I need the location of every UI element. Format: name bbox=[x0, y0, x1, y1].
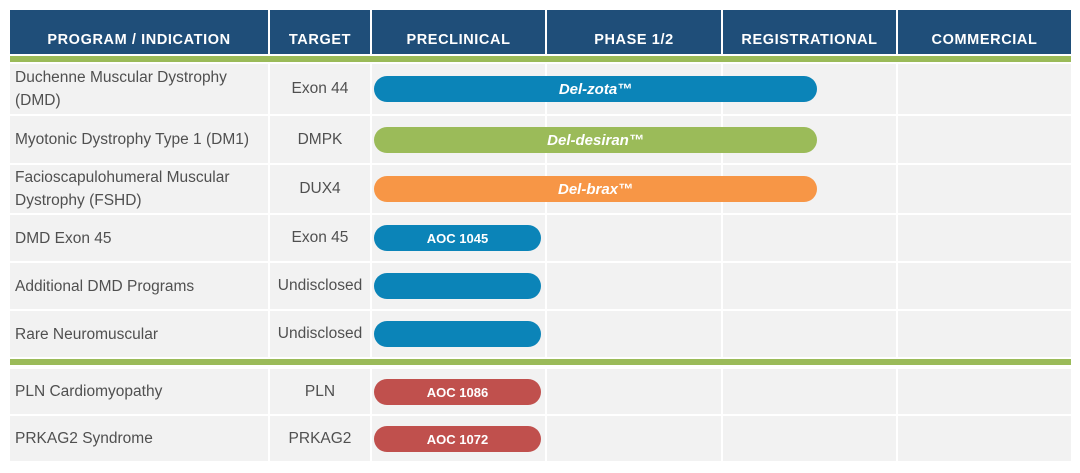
target-label: Undisclosed bbox=[277, 325, 363, 342]
target-label: PRKAG2 bbox=[288, 429, 352, 447]
table-cell bbox=[270, 116, 370, 163]
group-divider-band bbox=[10, 359, 1071, 365]
program-label: PRKAG2 Syndrome bbox=[15, 430, 153, 447]
table-cell bbox=[10, 263, 268, 309]
table-cell bbox=[723, 215, 896, 261]
progress-bar: AOC 1086 bbox=[374, 379, 541, 405]
table-cell bbox=[270, 416, 370, 461]
target-label: DMPK bbox=[297, 130, 343, 148]
table-cell bbox=[270, 64, 370, 114]
table-cell bbox=[270, 369, 370, 414]
table-cell bbox=[898, 263, 1071, 309]
table-cell bbox=[10, 416, 268, 461]
target-label: Undisclosed bbox=[277, 277, 363, 294]
table-cell bbox=[547, 416, 721, 461]
table-cell bbox=[898, 369, 1071, 414]
progress-bar bbox=[374, 321, 541, 347]
table-cell bbox=[270, 165, 370, 213]
table-cell bbox=[898, 116, 1071, 163]
progress-bar: Del-brax™ bbox=[374, 176, 817, 202]
table-cell bbox=[723, 311, 896, 357]
table-cell bbox=[898, 165, 1071, 213]
program-label: Additional DMD Programs bbox=[15, 277, 195, 295]
column-header: PROGRAM / INDICATION bbox=[10, 10, 268, 54]
table-cell bbox=[898, 311, 1071, 357]
table-cell bbox=[10, 369, 268, 414]
target-label: PLN bbox=[304, 382, 336, 400]
program-label: Myotonic Dystrophy Type 1 (DM1) bbox=[15, 131, 250, 148]
table-cell bbox=[547, 369, 721, 414]
progress-bar: AOC 1072 bbox=[374, 426, 541, 452]
column-header: TARGET bbox=[270, 10, 370, 54]
program-label: PLN Cardiomyopathy bbox=[15, 383, 163, 400]
column-header: PRECLINICAL bbox=[372, 10, 545, 54]
table-cell bbox=[270, 311, 370, 357]
table-cell bbox=[10, 64, 268, 114]
table-cell bbox=[547, 215, 721, 261]
table-cell bbox=[898, 416, 1071, 461]
table-cell bbox=[547, 311, 721, 357]
table-cell bbox=[898, 64, 1071, 114]
column-header: PHASE 1/2 bbox=[547, 10, 721, 54]
progress-bar: Del-zota™ bbox=[374, 76, 817, 102]
target-label: DUX4 bbox=[299, 180, 341, 197]
table-cell bbox=[10, 215, 268, 261]
column-header: COMMERCIAL bbox=[898, 10, 1071, 54]
table-cell bbox=[723, 416, 896, 461]
table-cell bbox=[10, 165, 268, 213]
program-label: Facioscapulohumeral Muscular Dystrophy (… bbox=[15, 169, 230, 209]
table-cell bbox=[10, 116, 268, 163]
program-label: Rare Neuromuscular bbox=[15, 325, 158, 343]
column-header: REGISTRATIONAL bbox=[723, 10, 896, 54]
progress-bar: Del-desiran™ bbox=[374, 127, 817, 153]
target-label: Exon 44 bbox=[291, 80, 349, 97]
table-cell bbox=[723, 369, 896, 414]
progress-bar bbox=[374, 273, 541, 299]
program-label: Duchenne Muscular Dystrophy (DMD) bbox=[15, 69, 227, 109]
table-cell bbox=[10, 311, 268, 357]
table-cell bbox=[898, 215, 1071, 261]
table-cell bbox=[270, 215, 370, 261]
target-label: Exon 45 bbox=[291, 229, 349, 246]
progress-bar: AOC 1045 bbox=[374, 225, 541, 251]
table-cell bbox=[270, 263, 370, 309]
table-cell bbox=[547, 263, 721, 309]
program-label: DMD Exon 45 bbox=[15, 229, 112, 247]
table-cell bbox=[723, 263, 896, 309]
header-divider-band bbox=[10, 56, 1071, 62]
